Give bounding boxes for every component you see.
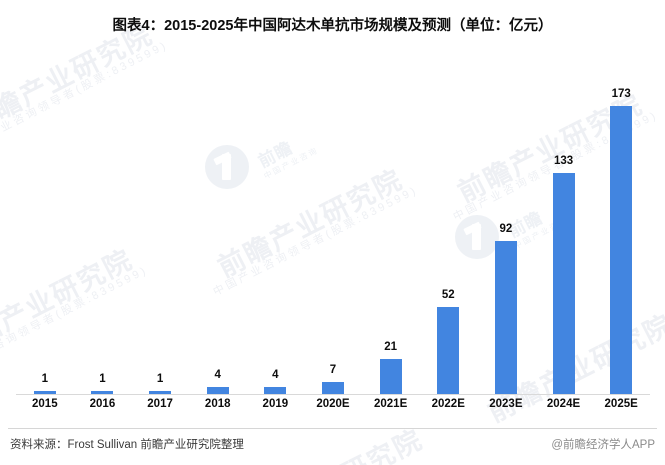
x-tick-label: 2021E bbox=[373, 398, 408, 410]
x-axis-baseline bbox=[16, 394, 650, 395]
x-tick-label: 2024E bbox=[546, 398, 581, 410]
x-tick-label: 2018 bbox=[204, 398, 231, 410]
chart-title: 图表4：2015-2025年中国阿达木单抗市场规模及预测（单位：亿元） bbox=[112, 18, 553, 34]
bar-value-label: 173 bbox=[611, 88, 631, 100]
bar-group: 1 bbox=[74, 60, 132, 394]
bar-value-label: 52 bbox=[441, 289, 455, 302]
bar-group: 1 bbox=[16, 60, 74, 394]
bar-value-label: 133 bbox=[553, 154, 574, 167]
x-tick-label: 2016 bbox=[89, 398, 116, 410]
x-tick-label: 2023E bbox=[489, 398, 523, 410]
plot-area: 1 1 1 4 4 7 21 52 92 133 173 bbox=[16, 60, 650, 394]
bar-group: 1 bbox=[131, 60, 189, 394]
bar-group: 92 bbox=[477, 60, 535, 394]
bar[interactable] bbox=[552, 172, 575, 394]
x-tick-label: 2019 bbox=[262, 398, 289, 410]
bar-value-label: 4 bbox=[214, 369, 221, 382]
bar[interactable] bbox=[321, 382, 344, 394]
bar-group: 133 bbox=[535, 60, 593, 394]
bar-value-label: 1 bbox=[156, 373, 164, 385]
app-credit: @前瞻经济学人APP bbox=[551, 439, 655, 451]
bar-value-label: 21 bbox=[384, 341, 398, 354]
x-axis-tick-labels: 2015 2016 2017 2018 2019 2020E 2021E 2022E 2023E… bbox=[16, 398, 650, 418]
bar-group: 7 bbox=[304, 60, 362, 394]
bar[interactable] bbox=[437, 307, 460, 394]
bar-group: 21 bbox=[362, 60, 420, 394]
bar-group: 4 bbox=[189, 60, 247, 394]
bar[interactable] bbox=[206, 387, 229, 394]
bar-value-label: 92 bbox=[499, 222, 513, 235]
x-tick-label: 2022E bbox=[431, 398, 465, 410]
bar[interactable] bbox=[264, 387, 287, 394]
bar[interactable] bbox=[91, 391, 114, 394]
bar[interactable] bbox=[610, 106, 633, 394]
x-tick-label: 2020E bbox=[316, 398, 350, 410]
bar[interactable] bbox=[149, 391, 172, 394]
bar-group: 52 bbox=[419, 60, 477, 394]
bar-value-label: 1 bbox=[41, 373, 49, 385]
bar[interactable] bbox=[33, 391, 56, 394]
bar-value-label: 4 bbox=[272, 369, 279, 382]
bar[interactable] bbox=[379, 359, 402, 394]
x-tick-label: 2017 bbox=[147, 398, 173, 410]
x-tick-label: 2015 bbox=[32, 398, 58, 410]
watermark-brand-text: 前瞻产业研究院 bbox=[230, 418, 429, 465]
x-tick-label: 2025E bbox=[604, 398, 638, 410]
footer-divider bbox=[8, 428, 657, 429]
bar[interactable] bbox=[494, 240, 517, 394]
bar-value-label: 1 bbox=[99, 373, 106, 385]
bar-value-label: 7 bbox=[329, 364, 337, 377]
bar-group: 4 bbox=[247, 60, 305, 394]
bar-group: 173 bbox=[592, 60, 650, 394]
source-note: 资料来源：Frost Sullivan 前瞻产业研究院整理 bbox=[10, 439, 244, 451]
